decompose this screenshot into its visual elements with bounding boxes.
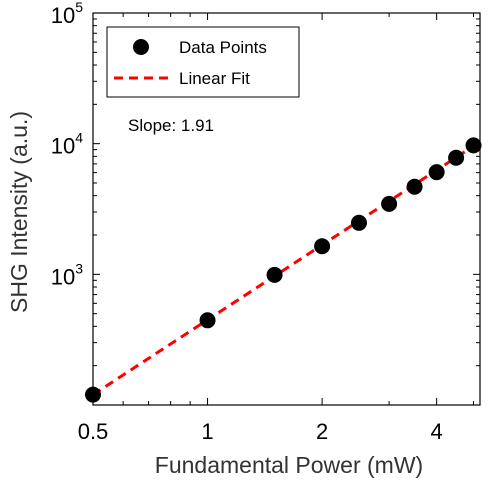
x-tick-label: 2 xyxy=(316,419,328,444)
legend-label-linear-fit: Linear Fit xyxy=(179,69,250,88)
data-point xyxy=(381,195,398,212)
y-tick-label: 103 xyxy=(51,260,83,289)
data-points-layer xyxy=(85,137,482,403)
data-point xyxy=(314,238,331,255)
y-tick-label-exponent: 3 xyxy=(75,260,83,276)
slope-annotation: Slope: 1.91 xyxy=(128,116,214,135)
legend-marker-data-points xyxy=(133,39,149,55)
data-point xyxy=(85,386,101,403)
data-point xyxy=(199,312,216,329)
y-tick-label: 105 xyxy=(51,0,83,28)
x-axis-title: Fundamental Power (mW) xyxy=(155,452,423,478)
y-tick-label: 104 xyxy=(51,130,83,159)
y-tick-label-exponent: 5 xyxy=(75,0,83,15)
y-tick-label-exponent: 4 xyxy=(75,130,83,146)
fit-line-layer xyxy=(92,140,481,396)
y-axis-title: SHG Intensity (a.u.) xyxy=(6,111,32,313)
legend: Data Points Linear Fit xyxy=(106,26,300,98)
x-tick-label: 4 xyxy=(431,419,443,444)
x-tick-label: 1 xyxy=(201,419,213,444)
y-tick-label-base: 10 xyxy=(51,134,75,159)
x-tick-label: 0.5 xyxy=(78,419,109,444)
y-tick-label-base: 10 xyxy=(51,264,75,289)
y-tick-label-base: 10 xyxy=(51,3,75,28)
data-point xyxy=(428,164,445,181)
legend-label-data-points: Data Points xyxy=(179,38,267,57)
legend-box xyxy=(106,26,300,98)
data-point xyxy=(465,137,482,154)
linear-fit-line xyxy=(92,140,481,396)
data-point xyxy=(448,149,465,166)
data-point xyxy=(406,178,423,195)
data-point xyxy=(350,214,367,231)
data-point xyxy=(266,266,283,283)
plot-frame xyxy=(92,12,481,406)
